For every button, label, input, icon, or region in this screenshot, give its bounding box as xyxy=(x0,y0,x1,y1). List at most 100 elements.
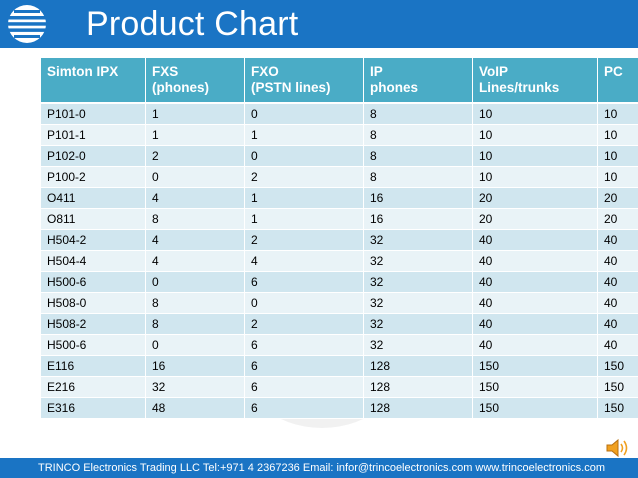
table-cell: 10 xyxy=(472,166,598,188)
table-cell: 10 xyxy=(597,124,638,146)
table-cell: 4 xyxy=(145,187,245,209)
table-cell: 40 xyxy=(597,250,638,272)
table-body: P101-0 1 0 8 10 10 P101-1 1 1 8 10 10 P102-0 2 0 8 10 10 P… xyxy=(41,103,638,419)
table-row: P102-0 2 0 8 10 10 xyxy=(41,145,638,167)
table-cell: O811 xyxy=(41,208,146,230)
table-cell: 8 xyxy=(145,292,245,314)
table-header-row: Simton IPX FXS (phones) FXO (PSTN lines) IP ph… xyxy=(41,58,638,104)
table-cell: 16 xyxy=(363,208,473,230)
table-cell: 0 xyxy=(244,292,364,314)
table-cell: 10 xyxy=(597,145,638,167)
table-cell: P100-2 xyxy=(41,166,146,188)
table-cell: E216 xyxy=(41,376,146,398)
table-cell: 4 xyxy=(244,250,364,272)
table-cell: 150 xyxy=(597,355,638,377)
table-cell: H508-0 xyxy=(41,292,146,314)
column-header-line: (PSTN lines) xyxy=(251,80,331,95)
table-cell: 0 xyxy=(244,145,364,167)
table-cell: 10 xyxy=(472,145,598,167)
table-cell: 40 xyxy=(597,292,638,314)
table-cell: 150 xyxy=(472,355,598,377)
table-cell: 10 xyxy=(597,166,638,188)
table-cell: 2 xyxy=(244,229,364,251)
table-row: H508-2 8 2 32 40 40 xyxy=(41,313,638,335)
table-cell: H504-4 xyxy=(41,250,146,272)
table-cell: 8 xyxy=(363,166,473,188)
table-cell: 4 xyxy=(145,250,245,272)
table-cell: 150 xyxy=(597,376,638,398)
table-cell: 40 xyxy=(472,229,598,251)
table-cell: 40 xyxy=(597,229,638,251)
table-cell: 10 xyxy=(597,103,638,125)
table-cell: 1 xyxy=(145,124,245,146)
table-cell: 2 xyxy=(145,145,245,167)
table-cell: 32 xyxy=(363,250,473,272)
table-cell: P101-0 xyxy=(41,103,146,125)
column-header-line: FXS xyxy=(152,64,179,79)
table-cell: 8 xyxy=(363,103,473,125)
table-cell: 20 xyxy=(597,187,638,209)
slide-title: Product Chart xyxy=(86,5,299,43)
column-header-line: phones xyxy=(370,80,419,95)
column-header-line: VoIP xyxy=(479,64,509,79)
column-header-line: PC xyxy=(604,64,623,79)
trinco-logo-icon xyxy=(6,5,48,43)
column-header: FXO (PSTN lines) xyxy=(244,58,364,104)
table-cell: 0 xyxy=(244,103,364,125)
table-cell: 150 xyxy=(472,376,598,398)
table-cell: 32 xyxy=(363,271,473,293)
column-header-line: Simton IPX xyxy=(47,64,119,79)
table-cell: H500-6 xyxy=(41,334,146,356)
table-cell: 20 xyxy=(472,187,598,209)
table-cell: 48 xyxy=(145,397,245,419)
speaker-icon[interactable] xyxy=(604,436,632,460)
table-row: H504-4 4 4 32 40 40 xyxy=(41,250,638,272)
table-row: H508-0 8 0 32 40 40 xyxy=(41,292,638,314)
table-row: E316 48 6 128 150 150 xyxy=(41,397,638,419)
table-cell: 128 xyxy=(363,355,473,377)
column-header-line: Lines/trunks xyxy=(479,80,560,95)
table-cell: 40 xyxy=(472,334,598,356)
table-cell: 40 xyxy=(597,334,638,356)
table-cell: O411 xyxy=(41,187,146,209)
table-cell: 6 xyxy=(244,376,364,398)
table-row: H500-6 0 6 32 40 40 xyxy=(41,334,638,356)
column-header: FXS (phones) xyxy=(145,58,245,104)
table-cell: 40 xyxy=(597,271,638,293)
table-cell: H504-2 xyxy=(41,229,146,251)
table-cell: 8 xyxy=(363,124,473,146)
table-row: H500-6 0 6 32 40 40 xyxy=(41,271,638,293)
table-cell: 40 xyxy=(472,271,598,293)
table-cell: 150 xyxy=(597,397,638,419)
table-row: O411 4 1 16 20 20 xyxy=(41,187,638,209)
table-cell: 32 xyxy=(363,334,473,356)
table-cell: 0 xyxy=(145,271,245,293)
table-cell: H508-2 xyxy=(41,313,146,335)
table-cell: E316 xyxy=(41,397,146,419)
table-cell: 40 xyxy=(597,313,638,335)
footer-contact-text: TRINCO Electronics Trading LLC Tel:+971 … xyxy=(38,462,606,474)
table-cell: 0 xyxy=(145,334,245,356)
table-cell: 40 xyxy=(472,250,598,272)
table-cell: 1 xyxy=(145,103,245,125)
table-cell: P102-0 xyxy=(41,145,146,167)
table-cell: 1 xyxy=(244,187,364,209)
table-cell: E116 xyxy=(41,355,146,377)
table-cell: 32 xyxy=(145,376,245,398)
table-cell: 32 xyxy=(363,313,473,335)
table-cell: 20 xyxy=(597,208,638,230)
column-header-line: FXO xyxy=(251,64,279,79)
table-cell: P101-1 xyxy=(41,124,146,146)
table-cell: 128 xyxy=(363,376,473,398)
table-row: P101-1 1 1 8 10 10 xyxy=(41,124,638,146)
table-cell: 128 xyxy=(363,397,473,419)
table-cell: 6 xyxy=(244,271,364,293)
table-cell: 0 xyxy=(145,166,245,188)
table-cell: 6 xyxy=(244,397,364,419)
table-cell: 16 xyxy=(145,355,245,377)
table-cell: H500-6 xyxy=(41,271,146,293)
table-row: P101-0 1 0 8 10 10 xyxy=(41,103,638,125)
table-cell: 4 xyxy=(145,229,245,251)
table-cell: 8 xyxy=(145,313,245,335)
table-row: H504-2 4 2 32 40 40 xyxy=(41,229,638,251)
